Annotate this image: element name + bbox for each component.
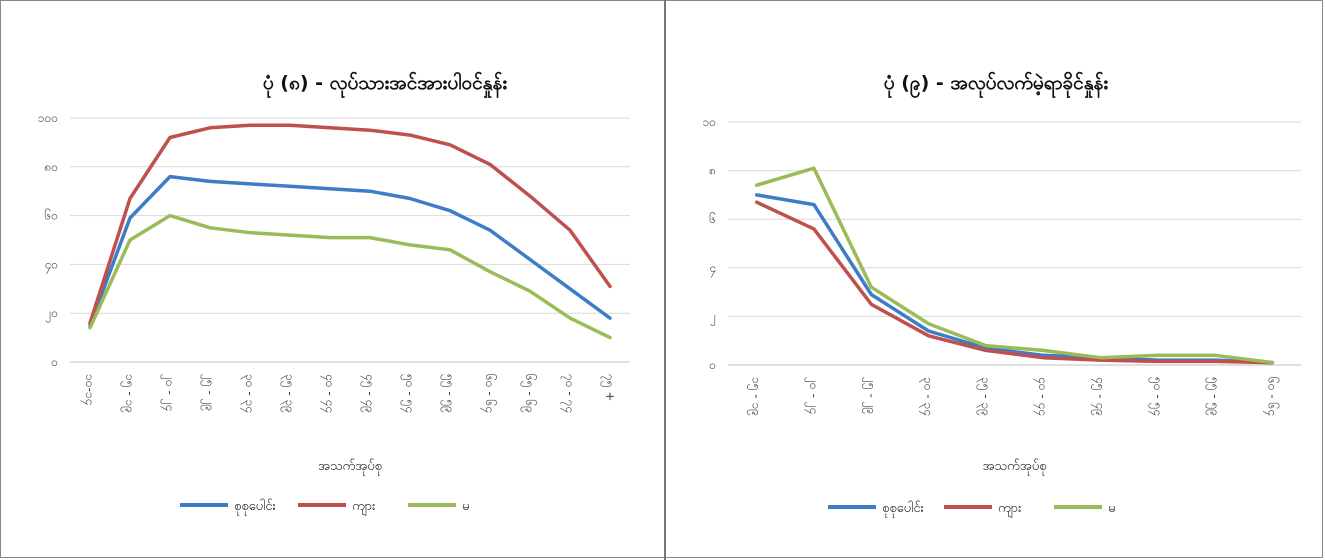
x-axis-label: အသက်အုပ်စု xyxy=(318,458,382,476)
x-tick-label: ၅၅ - ၅၉ xyxy=(440,374,457,413)
legend-label: ကျား xyxy=(352,499,375,516)
chart-panel-8: ပုံ (၈) - လုပ်သားအင်အားပါဝင်နှုန်း၀၂၀ ၄၀၆… xyxy=(38,70,630,516)
y-tick-label: ၆၀ xyxy=(45,208,59,223)
x-tick-label: ၆၀ - ၆၄ xyxy=(480,374,498,413)
y-tick-label: ၄၀ xyxy=(45,257,59,274)
x-tick-label: ၄၀ - ၄၄ xyxy=(320,374,337,413)
y-tick-label: ၂ xyxy=(710,309,716,326)
x-tick-label: ၅၀ - ၅၄ xyxy=(1148,377,1165,416)
legend-label: မ xyxy=(462,499,469,514)
series-line-3 xyxy=(754,166,1275,365)
y-tick-label: ၂၀ xyxy=(45,306,58,323)
x-axis-label: အသက်အုပ်စု xyxy=(983,458,1047,476)
x-tick-label: ၃၀ - ၃၄ xyxy=(919,377,936,416)
series-line-3 xyxy=(88,213,612,340)
x-tick-label: ၁၀-၁၄ xyxy=(80,374,97,405)
chart-title: ပုံ (၉) - အလုပ်လက်မဲ့ရာခိုင်နှုန်း xyxy=(884,70,1109,99)
x-tick-label: ၃၅ - ၃၉ xyxy=(976,377,993,416)
x-tick-label: ၅၀ - ၅၄ xyxy=(400,374,417,413)
x-tick-label: ၅၅ - ၅၉ xyxy=(1205,377,1222,416)
x-tick-label: ၇၅ + xyxy=(600,374,617,401)
x-tick-label: ၂၀ - ၂၄ xyxy=(804,377,821,414)
y-tick-label: ၈၀ xyxy=(44,160,58,174)
x-tick-label: ၂၅ - ၂၉ xyxy=(861,377,878,414)
x-tick-label: ၃၅ - ၃၉ xyxy=(280,374,297,413)
legend-label: ကျား xyxy=(998,501,1021,518)
legend-label: စုစုပေါင်း xyxy=(882,500,924,518)
series-line-2 xyxy=(88,123,612,325)
unemployment-rate-chart: ပုံ (၉) - အလုပ်လက်မဲ့ရာခိုင်နှုန်း၀၂၄၆၈၁… xyxy=(703,70,1301,518)
x-tick-label: ၁၅ - ၁၉ xyxy=(747,377,764,416)
x-tick-label: ၂၀ - ၂၄ xyxy=(160,374,177,411)
participation-rate-chart: ပုံ (၈) - လုပ်သားအင်အားပါဝင်နှုန်း၀၂၀၄၀၆… xyxy=(38,70,630,516)
series-line-2 xyxy=(754,200,1275,365)
y-tick-label: ၁၀၀ xyxy=(38,111,58,125)
x-tick-label: ၄၀ - ၄၄ xyxy=(1033,377,1050,416)
legend-label: စုစုပေါင်း xyxy=(234,498,276,516)
y-tick-label: ၀ xyxy=(51,355,58,369)
x-tick-label: ၄၅ - ၄၉ xyxy=(360,374,377,413)
y-tick-label: ၄ xyxy=(709,261,716,278)
x-tick-label: ၆၀ - ၆၄ xyxy=(1262,377,1280,416)
panel-divider xyxy=(664,0,666,560)
y-tick-label: ၈ xyxy=(709,164,716,178)
x-tick-label: ၄၅ - ၄၉ xyxy=(1090,377,1107,416)
x-tick-label: ၇၀ - ၇၄ xyxy=(560,374,577,413)
x-tick-label: ၆၅ - ၆၉ xyxy=(520,374,538,413)
y-tick-label: ၀ xyxy=(709,358,716,372)
y-tick-label: ၆ xyxy=(709,211,716,226)
x-tick-label: ၂၅ - ၂၉ xyxy=(200,374,217,411)
x-tick-label: ၁၅ - ၁၉ xyxy=(120,374,137,413)
series-line-1 xyxy=(88,174,612,328)
series-line-1 xyxy=(754,193,1275,365)
x-tick-label: ၃၀ - ၃၄ xyxy=(240,374,257,413)
chart-panel-9: ပုံ (၉) - အလုပ်လက်မဲ့ရာခိုင်နှုန်း၀၂၄၆၈၁… xyxy=(666,0,1323,560)
chart-title: ပုံ (၈) - လုပ်သားအင်အားပါဝင်နှုန်း xyxy=(263,70,507,99)
y-tick-label: ၁၀ xyxy=(703,115,717,129)
legend-label: မ xyxy=(1108,501,1115,516)
